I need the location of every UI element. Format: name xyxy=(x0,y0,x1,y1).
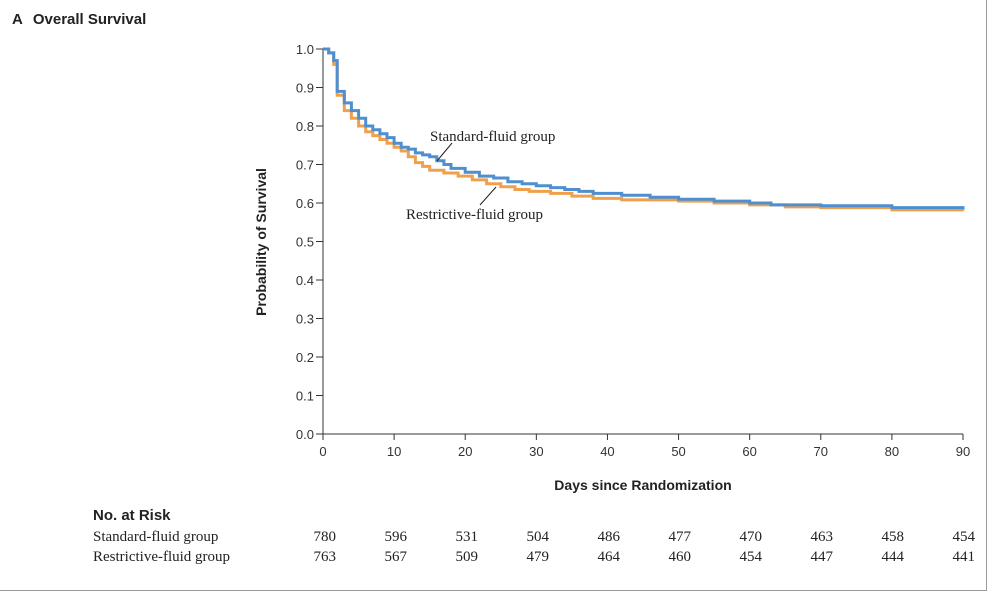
y-tick-label: 0.4 xyxy=(296,273,314,288)
x-tick-label: 60 xyxy=(742,444,756,459)
y-tick-label: 0.2 xyxy=(296,350,314,365)
restrictive-fluid-curve xyxy=(323,47,965,212)
standard-annotation-leader xyxy=(436,142,453,162)
risk-cell: 763 xyxy=(313,549,337,565)
y-tick-label: 0.0 xyxy=(296,427,314,442)
risk-cell: 596 xyxy=(384,529,408,545)
risk-cell: 504 xyxy=(526,529,550,545)
risk-cell: 454 xyxy=(952,529,976,545)
series-layer xyxy=(323,47,965,212)
risk-row-restrictive: Restrictive-fluid group 763 567 509 479 … xyxy=(93,549,978,569)
y-tick-label: 0.1 xyxy=(296,389,314,404)
risk-cell: 463 xyxy=(810,529,834,545)
survival-chart: 0.0 0.1 0.2 0.3 0.4 0.5 0.6 0.7 0.8 0.9 1.0 0 10 20 30… xyxy=(253,42,970,493)
risk-cell: 531 xyxy=(455,529,479,545)
risk-cell: 447 xyxy=(810,549,834,565)
x-tick-label: 50 xyxy=(671,444,685,459)
x-tick-label: 20 xyxy=(458,444,472,459)
restrictive-annotation-leader xyxy=(479,186,497,206)
x-tick-label: 30 xyxy=(529,444,543,459)
risk-cell: 486 xyxy=(597,529,621,545)
y-tick-label: 1.0 xyxy=(296,42,314,57)
risk-cell: 460 xyxy=(668,549,692,565)
x-axis-title: Days since Randomization xyxy=(554,477,731,493)
x-tick-label: 0 xyxy=(319,444,326,459)
restrictive-annotation: Restrictive-fluid group xyxy=(406,207,543,223)
risk-cell: 441 xyxy=(952,549,976,565)
risk-cell: 567 xyxy=(384,549,408,565)
risk-cell: 470 xyxy=(739,529,763,545)
y-tick-label: 0.7 xyxy=(296,158,314,173)
y-tick-label: 0.5 xyxy=(296,235,314,250)
x-tick-label: 80 xyxy=(885,444,899,459)
risk-cell: 509 xyxy=(455,549,479,565)
risk-cell: 477 xyxy=(668,529,692,545)
standard-fluid-curve xyxy=(323,47,965,210)
risk-cell: 454 xyxy=(739,549,763,565)
y-axis-title: Probability of Survival xyxy=(253,168,269,316)
panel-title-text: Overall Survival xyxy=(32,11,147,28)
risk-row-standard: Standard-fluid group 780 596 531 504 486… xyxy=(93,529,978,549)
x-tick-label: 70 xyxy=(814,444,828,459)
axes: 0.0 0.1 0.2 0.3 0.4 0.5 0.6 0.7 0.8 0.9 1.0 0 10 20 30… xyxy=(296,42,970,459)
y-tick-label: 0.6 xyxy=(296,196,314,211)
y-tick-label: 0.9 xyxy=(296,81,314,96)
risk-row-label: Standard-fluid group xyxy=(93,529,219,545)
x-tick-label: 40 xyxy=(600,444,614,459)
x-tick-label: 10 xyxy=(387,444,401,459)
risk-cell: 479 xyxy=(526,549,550,565)
risk-cell: 458 xyxy=(881,529,905,545)
panel-title: A Overall Survival xyxy=(12,11,146,28)
y-tick-label: 0.3 xyxy=(296,312,314,327)
risk-cell: 444 xyxy=(881,549,905,565)
x-tick-label: 90 xyxy=(956,444,970,459)
y-tick-label: 0.8 xyxy=(296,119,314,134)
standard-annotation: Standard-fluid group xyxy=(430,129,555,145)
risk-cell: 464 xyxy=(597,549,621,565)
annotation-layer: Standard-fluid group Restrictive-fluid g… xyxy=(406,129,555,223)
risk-cell: 780 xyxy=(313,529,337,545)
panel-letter: A xyxy=(12,11,23,28)
risk-table-title: No. at Risk xyxy=(93,507,171,524)
risk-row-label: Restrictive-fluid group xyxy=(93,549,231,565)
